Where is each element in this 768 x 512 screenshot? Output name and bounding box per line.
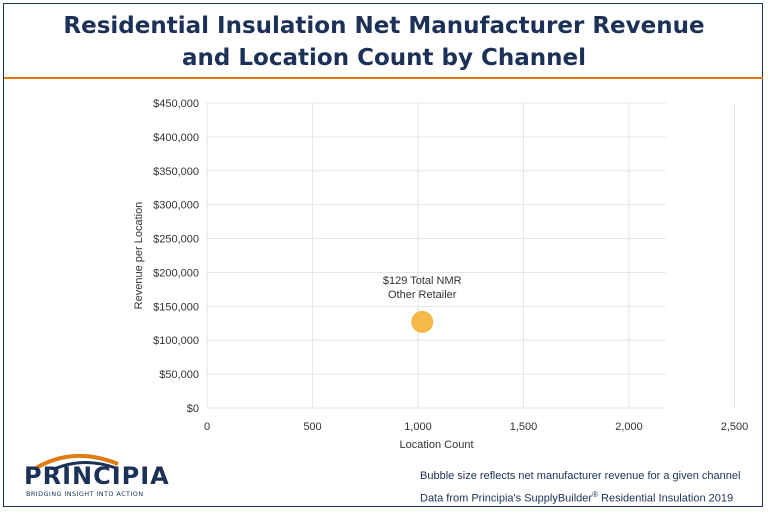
x-tick-label: 500 [303,421,321,433]
footnote-source-text: Data from Principia's SupplyBuilder [420,492,593,505]
x-tick-label: 0 [204,421,210,433]
x-tick-label: 2,500 [721,421,749,433]
border-frame [3,3,763,507]
y-tick-label: $250,000 [153,234,199,246]
page-title: Residential Insulation Net Manufacturer … [0,10,768,74]
y-tick-label: $200,000 [153,267,199,279]
y-tick-label: $450,000 [153,98,199,110]
title-divider [4,77,763,79]
registered-mark: ® [592,490,598,499]
logo-wordmark: PRINCIPIA [24,462,170,490]
footnote-source: Data from Principia's SupplyBuilder® Res… [420,490,733,505]
bubble-label-channel-other-retailer: Other Retailer [388,289,457,301]
x-tick-label: 1,000 [404,421,432,433]
chart-grid [206,102,735,409]
y-tick-label: $400,000 [153,132,199,144]
title-line-1: Residential Insulation Net Manufacturer … [63,13,705,39]
y-tick-label: $350,000 [153,166,199,178]
logo-arc-icon [34,454,119,470]
x-axis-label: Location Count [400,439,474,451]
x-tick-label: 1,500 [510,421,538,433]
x-tick-label: 2,000 [615,421,643,433]
footnote-bubble-size: Bubble size reflects net manufacturer re… [420,470,741,482]
y-tick-label: $0 [187,403,199,415]
footnote-source-suffix: Residential Insulation 2019 [597,492,734,505]
principia-logo: PRINCIPIA BRIDGING INSIGHT INTO ACTION [22,450,169,500]
bubbles: $1,510 Total NMRSpecialty One-Step$797 T… [383,275,462,333]
y-tick-label: $300,000 [153,200,199,212]
logo-tagline: BRIDGING INSIGHT INTO ACTION [26,490,144,498]
title-line-2: and Location Count by Channel [182,45,586,71]
y-axis-ticks: $0 $50,000 $100,000 $150,000 $200,000 $250,00… [153,98,199,415]
bubble-label-total-other-retailer: $129 Total NMR [383,275,462,287]
y-tick-label: $50,000 [159,369,199,381]
y-tick-label: $100,000 [153,335,199,347]
bubble-other-retailer [411,310,434,333]
y-axis-label: Revenue per Location [133,202,145,310]
y-tick-label: $150,000 [153,301,199,313]
